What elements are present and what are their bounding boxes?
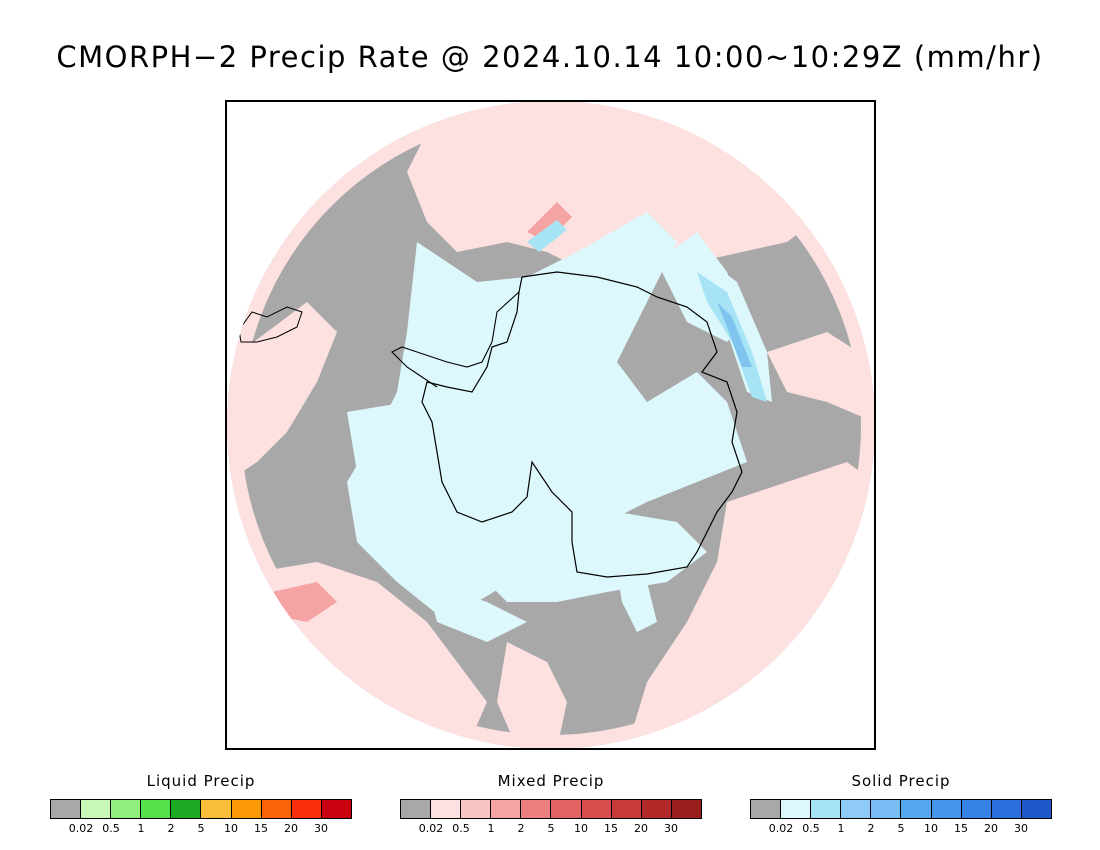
legend-tick-label: 0.5: [452, 822, 470, 835]
legend-swatch: [261, 800, 292, 818]
legend-swatch: [431, 800, 462, 818]
legend-tick-label: 20: [634, 822, 648, 835]
legend-liquid-precip: Liquid Precip 0.02 0.5 1 2 5 10 15 20 30: [50, 770, 352, 836]
legend-swatch: [641, 800, 672, 818]
legend-swatch: [141, 800, 172, 818]
legend-tick-label: 1: [487, 822, 495, 835]
legend-swatch: [291, 800, 322, 818]
legend-swatch: [461, 800, 492, 818]
antarctica-coastline: [421, 271, 743, 578]
legend-tick-label: 5: [197, 822, 205, 835]
legend-tick-label: 10: [224, 822, 238, 835]
mixed-precip-patch: [272, 582, 337, 622]
legend-tick-label: 2: [867, 822, 875, 835]
legend-swatch: [961, 800, 992, 818]
legend-tick-label: 10: [924, 822, 938, 835]
map-disc: [227, 102, 874, 748]
legend-tick-label: 0.5: [102, 822, 120, 835]
legend-tick-label: 0.02: [768, 822, 794, 835]
legend-title: Mixed Precip: [497, 772, 605, 790]
legend-swatch: [931, 800, 962, 818]
map-title: CMORPH−2 Precip Rate @ 2024.10.14 10:00~…: [56, 40, 1044, 74]
legend-tick-label: 5: [897, 822, 905, 835]
legend-swatch: [871, 800, 902, 818]
legend-swatch: [991, 800, 1022, 818]
legend-swatch: [611, 800, 642, 818]
legend-swatch: [901, 800, 932, 818]
legend-tick-label: 1: [837, 822, 845, 835]
legend-swatch: [551, 800, 582, 818]
solid-precip-streak: [527, 220, 567, 252]
legend-swatch: [1021, 800, 1051, 818]
legend-swatch: [201, 800, 232, 818]
legend-tick-label: 30: [664, 822, 678, 835]
legend-tick-label: 2: [167, 822, 175, 835]
solid-precip-region: [347, 402, 427, 482]
legend-solid-precip: Solid Precip 0.02 0.5 1 2 5 10 15 20 30: [750, 770, 1052, 836]
solid-precip-region: [617, 572, 657, 632]
legend-tick-label: 15: [604, 822, 618, 835]
legend-mixed-precip: Mixed Precip 0.02 0.5 1 2 5 10 15 20 30: [400, 770, 702, 836]
solid-precip-region: [347, 212, 747, 622]
legend-swatch: [781, 800, 812, 818]
solid-precip-streak: [717, 302, 752, 367]
legend-tick-label: 30: [314, 822, 328, 835]
legend-tick-label: 0.5: [802, 822, 820, 835]
legend-tick-label: 15: [954, 822, 968, 835]
legend-tick-label: 0.02: [68, 822, 94, 835]
legend-ticks: 0.02 0.5 1 2 5 10 15 20 30: [50, 822, 352, 836]
legend-swatch: [751, 800, 782, 818]
solid-precip-region: [427, 582, 527, 642]
legend-tick-label: 5: [547, 822, 555, 835]
legend-swatch: [231, 800, 262, 818]
mixed-precip-region: [497, 642, 567, 748]
legend-swatch: [51, 800, 82, 818]
legend-title: Solid Precip: [851, 772, 951, 790]
antarctic-peninsula: [391, 291, 520, 388]
legend-tick-label: 10: [574, 822, 588, 835]
legend-colorbar: [400, 799, 702, 819]
legend-title: Liquid Precip: [146, 772, 256, 790]
legend-tick-label: 15: [254, 822, 268, 835]
mixed-precip-region: [227, 302, 337, 482]
mixed-precip-region: [767, 332, 874, 422]
legend-swatch: [811, 800, 842, 818]
mixed-precip-patch: [527, 202, 572, 242]
solid-precip-region: [477, 512, 707, 602]
legend-tick-label: 2: [517, 822, 525, 835]
legend-swatch: [321, 800, 351, 818]
legend-swatch: [841, 800, 872, 818]
south-america-tip: [238, 306, 303, 343]
legend-tick-label: 1: [137, 822, 145, 835]
legend-tick-label: 20: [284, 822, 298, 835]
legend-tick-label: 0.02: [418, 822, 444, 835]
legend-colorbar: [50, 799, 352, 819]
legend-swatch: [81, 800, 112, 818]
legend-swatch: [671, 800, 701, 818]
legend-ticks: 0.02 0.5 1 2 5 10 15 20 30: [400, 822, 702, 836]
legend-ticks: 0.02 0.5 1 2 5 10 15 20 30: [750, 822, 1052, 836]
legend-swatch: [171, 800, 202, 818]
legend-swatch: [581, 800, 612, 818]
legend-swatch: [521, 800, 552, 818]
precip-map-svg: [227, 102, 874, 748]
legend-colorbar: [750, 799, 1052, 819]
legend-swatch: [111, 800, 142, 818]
polar-map: [225, 100, 876, 750]
legend-tick-label: 30: [1014, 822, 1028, 835]
legend-swatch: [401, 800, 432, 818]
legend-swatch: [491, 800, 522, 818]
legend-tick-label: 20: [984, 822, 998, 835]
mixed-precip-region: [627, 462, 874, 748]
